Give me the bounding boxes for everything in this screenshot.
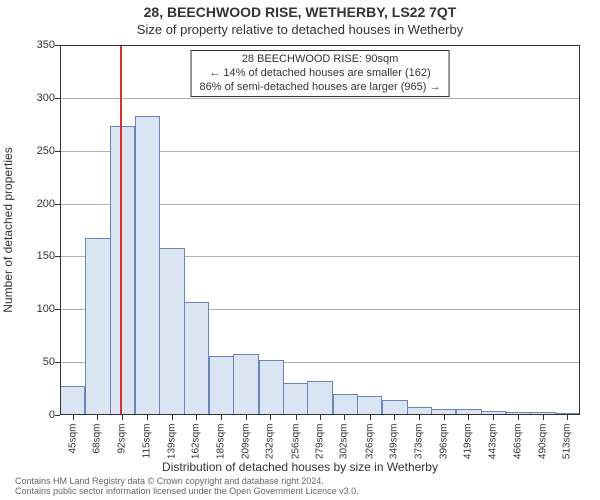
x-tick-mark (196, 415, 197, 420)
x-tick-mark (567, 415, 568, 420)
x-tick-mark (468, 415, 469, 420)
y-tick-label: 300 (37, 92, 55, 104)
x-tick-mark (493, 415, 494, 420)
y-tick-label: 250 (37, 145, 55, 157)
x-tick-mark (97, 415, 98, 420)
y-tick-label: 200 (37, 198, 55, 210)
chart-subtitle: Size of property relative to detached ho… (0, 22, 600, 37)
y-tick-label: 0 (49, 409, 55, 421)
x-tick-mark (419, 415, 420, 420)
x-tick-label: 232sqm (265, 424, 276, 460)
y-tick-label: 50 (43, 356, 55, 368)
x-tick-label: 45sqm (67, 424, 78, 454)
info-line-3: 86% of semi-detached houses are larger (… (200, 81, 441, 95)
x-tick-mark (221, 415, 222, 420)
x-tick-label: 256sqm (290, 424, 301, 460)
x-tick-mark (518, 415, 519, 420)
x-tick-label: 68sqm (91, 424, 102, 454)
x-tick-mark (122, 415, 123, 420)
y-tick-mark (55, 415, 60, 416)
info-line-2: ← 14% of detached houses are smaller (16… (200, 67, 441, 81)
x-tick-label: 373sqm (414, 424, 425, 460)
page-title: 28, BEECHWOOD RISE, WETHERBY, LS22 7QT (0, 4, 600, 20)
x-tick-label: 279sqm (315, 424, 326, 460)
y-tick-label: 350 (37, 39, 55, 51)
footer-licence: Contains public sector information licen… (15, 486, 359, 496)
x-tick-mark (394, 415, 395, 420)
y-tick-label: 100 (37, 303, 55, 315)
x-tick-mark (344, 415, 345, 420)
plot-area: 05010015020025030035045sqm68sqm92sqm115s… (60, 45, 580, 415)
x-tick-label: 443sqm (488, 424, 499, 460)
x-tick-mark (320, 415, 321, 420)
x-tick-mark (543, 415, 544, 420)
x-tick-label: 92sqm (117, 424, 128, 454)
info-line-1: 28 BEECHWOOD RISE: 90sqm (200, 53, 441, 67)
x-tick-label: 396sqm (438, 424, 449, 460)
y-tick-label: 150 (37, 250, 55, 262)
x-tick-mark (270, 415, 271, 420)
plot-border (60, 45, 580, 415)
x-tick-label: 349sqm (388, 424, 399, 460)
x-tick-mark (296, 415, 297, 420)
x-tick-mark (73, 415, 74, 420)
y-axis-title: Number of detached properties (1, 147, 15, 312)
footer-copyright: Contains HM Land Registry data © Crown c… (15, 476, 324, 486)
x-tick-label: 490sqm (538, 424, 549, 460)
x-tick-label: 326sqm (364, 424, 375, 460)
x-tick-label: 419sqm (462, 424, 473, 460)
x-tick-mark (172, 415, 173, 420)
x-tick-label: 185sqm (215, 424, 226, 460)
x-tick-label: 139sqm (167, 424, 178, 460)
x-tick-mark (444, 415, 445, 420)
x-tick-label: 513sqm (562, 424, 573, 460)
x-tick-mark (147, 415, 148, 420)
x-tick-label: 209sqm (241, 424, 252, 460)
chart-container: 28, BEECHWOOD RISE, WETHERBY, LS22 7QT S… (0, 0, 600, 500)
x-tick-label: 115sqm (141, 424, 152, 459)
x-tick-label: 162sqm (191, 424, 202, 460)
x-tick-mark (246, 415, 247, 420)
x-tick-label: 302sqm (339, 424, 350, 460)
x-axis-title: Distribution of detached houses by size … (0, 460, 600, 474)
x-tick-mark (370, 415, 371, 420)
info-box: 28 BEECHWOOD RISE: 90sqm ← 14% of detach… (191, 50, 450, 97)
x-tick-label: 466sqm (512, 424, 523, 460)
